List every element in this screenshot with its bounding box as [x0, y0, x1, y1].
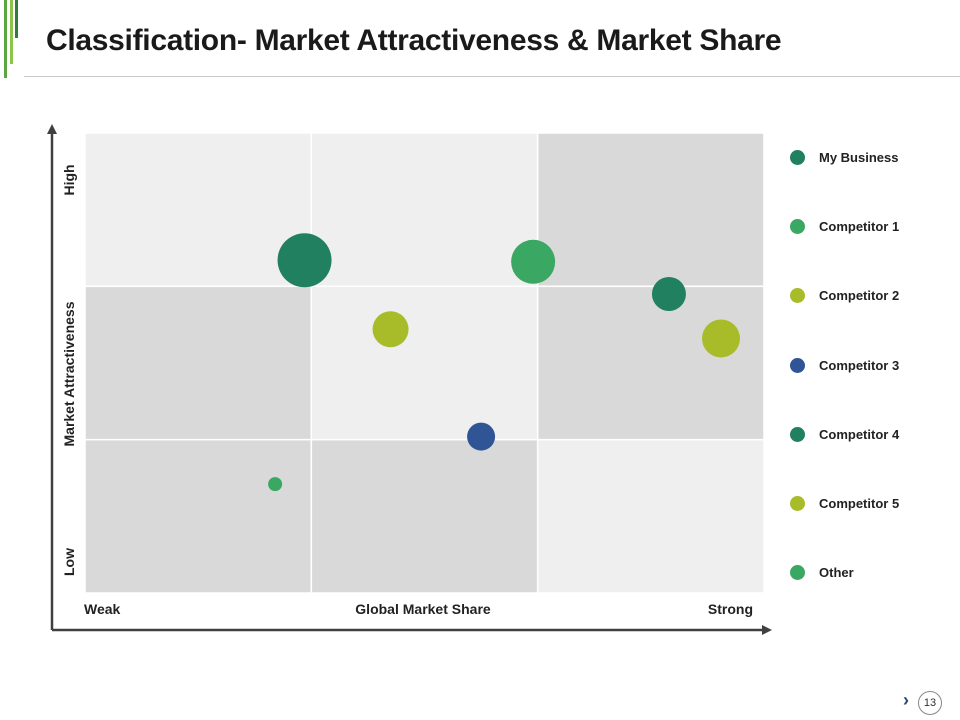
- matrix-cells: [84, 132, 765, 594]
- legend-label: Competitor 1: [819, 219, 900, 235]
- bubble-competitor-5: [701, 319, 740, 358]
- y-axis-low-label: Low: [61, 548, 77, 576]
- matrix-cell: [84, 285, 313, 441]
- legend-swatch: [790, 288, 805, 304]
- x-axis-arrowhead: [762, 625, 772, 635]
- legend-swatch: [790, 426, 805, 442]
- page-number: 13: [918, 691, 942, 715]
- legend-label: Competitor 5: [819, 496, 900, 511]
- matrix-cell: [310, 285, 539, 441]
- legend-label: Competitor 3: [819, 357, 900, 373]
- legend-label: Other: [819, 565, 854, 581]
- legend-item: My Business: [790, 150, 898, 165]
- next-chevron-icon[interactable]: ›: [903, 690, 909, 710]
- bubble-competitor-1: [511, 239, 556, 284]
- bubble-other: [268, 477, 283, 492]
- accent-bar: [10, 0, 13, 64]
- bubble-competitor-2: [372, 311, 409, 348]
- bubble-my-business: [277, 233, 332, 288]
- legend-swatch: [790, 219, 805, 235]
- page-title: Classification- Market Attractiveness & …: [46, 24, 782, 57]
- y-axis-arrowhead: [47, 124, 57, 134]
- bubble-competitor-3: [467, 422, 496, 451]
- matrix-cell: [536, 438, 765, 594]
- bubbles: [268, 233, 740, 492]
- legend-item: Competitor 2: [790, 288, 900, 304]
- accent-bar: [4, 0, 7, 78]
- matrix-cell: [536, 285, 765, 441]
- legend-item: Other: [790, 565, 854, 581]
- matrix-cell: [84, 438, 313, 594]
- legend-label: Competitor 2: [819, 288, 900, 304]
- legend-item: Competitor 4: [790, 426, 900, 442]
- legend-swatch: [790, 496, 805, 511]
- legend-label: Competitor 4: [819, 426, 900, 442]
- title-divider: [24, 76, 960, 77]
- matrix-cell: [310, 438, 539, 594]
- legend-item: Competitor 5: [790, 496, 899, 511]
- x-axis-low-label: Weak: [84, 601, 121, 617]
- matrix-cell: [536, 132, 765, 288]
- x-axis-high-label: Strong: [708, 601, 753, 617]
- legend-label: My Business: [819, 150, 899, 165]
- matrix-cell: [310, 132, 539, 288]
- accent-bar: [15, 0, 18, 38]
- y-axis-title: Market Attractiveness: [61, 301, 77, 446]
- axes: [47, 124, 772, 635]
- matrix-cell: [84, 132, 313, 288]
- legend-item: Competitor 1: [790, 219, 900, 235]
- legend-swatch: [790, 357, 805, 373]
- bubble-competitor-4: [651, 277, 686, 311]
- legend-swatch: [790, 150, 805, 165]
- legend-item: Competitor 3: [790, 357, 900, 373]
- legend-swatch: [790, 565, 805, 581]
- x-axis-title: Global Market Share: [355, 601, 491, 617]
- y-axis-high-label: High: [61, 164, 77, 195]
